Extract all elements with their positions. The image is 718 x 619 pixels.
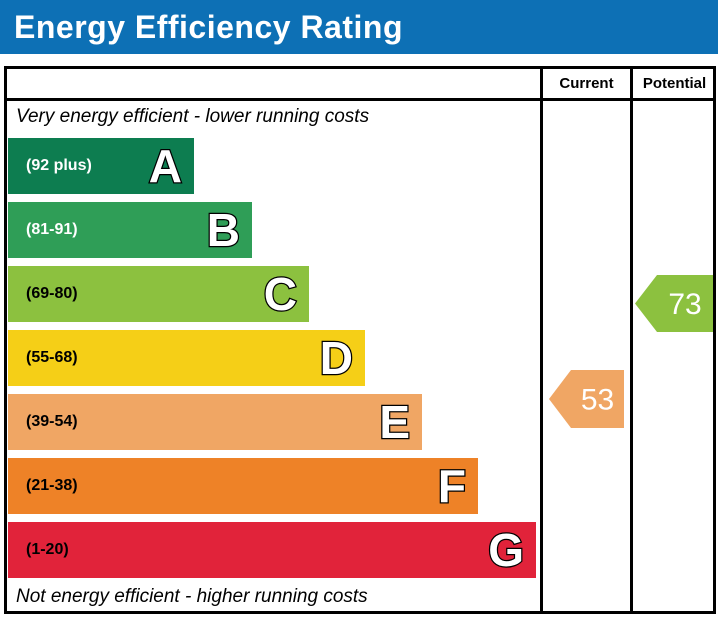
svg-text:53: 53 [581, 384, 614, 417]
potential-column-header: Potential [642, 75, 707, 92]
band-range-label: (39-54) [26, 413, 78, 430]
band-letter: F [437, 460, 468, 512]
potential-rating-arrow: 73 [635, 275, 713, 332]
band-letter: D [319, 332, 355, 384]
band-range-label: (21-38) [26, 477, 78, 494]
band-e: (39-54) E [8, 394, 422, 450]
current-rating-arrow: 53 [549, 370, 624, 428]
band-letter: C [263, 268, 299, 320]
band-range-label: (55-68) [26, 349, 78, 366]
band-range-label: (92 plus) [26, 157, 92, 174]
band-letter: E [378, 396, 411, 448]
band-letter: A [148, 140, 184, 192]
band-c: (69-80) C [8, 266, 309, 322]
potential-column-divider [630, 66, 633, 614]
band-letter: B [206, 204, 242, 256]
band-b: (81-91) B [8, 202, 252, 258]
current-column-header: Current [559, 75, 614, 92]
band-a: (92 plus) A [8, 138, 194, 194]
band-letter: G [487, 524, 525, 576]
band-d: (55-68) D [8, 330, 365, 386]
caption-very-efficient: Very energy efficient - lower running co… [16, 106, 370, 127]
band-f: (21-38) F [8, 458, 478, 514]
header-divider [4, 98, 716, 101]
svg-text:73: 73 [668, 288, 701, 321]
caption-not-efficient: Not energy efficient - higher running co… [16, 586, 368, 607]
band-range-label: (1-20) [26, 541, 69, 558]
current-column-divider [540, 66, 543, 614]
page-title: Energy Efficiency Rating [14, 8, 403, 45]
band-range-label: (69-80) [26, 285, 78, 302]
title-banner: Energy Efficiency Rating [0, 0, 718, 54]
band-g: (1-20) G [8, 522, 536, 578]
band-range-label: (81-91) [26, 221, 78, 238]
